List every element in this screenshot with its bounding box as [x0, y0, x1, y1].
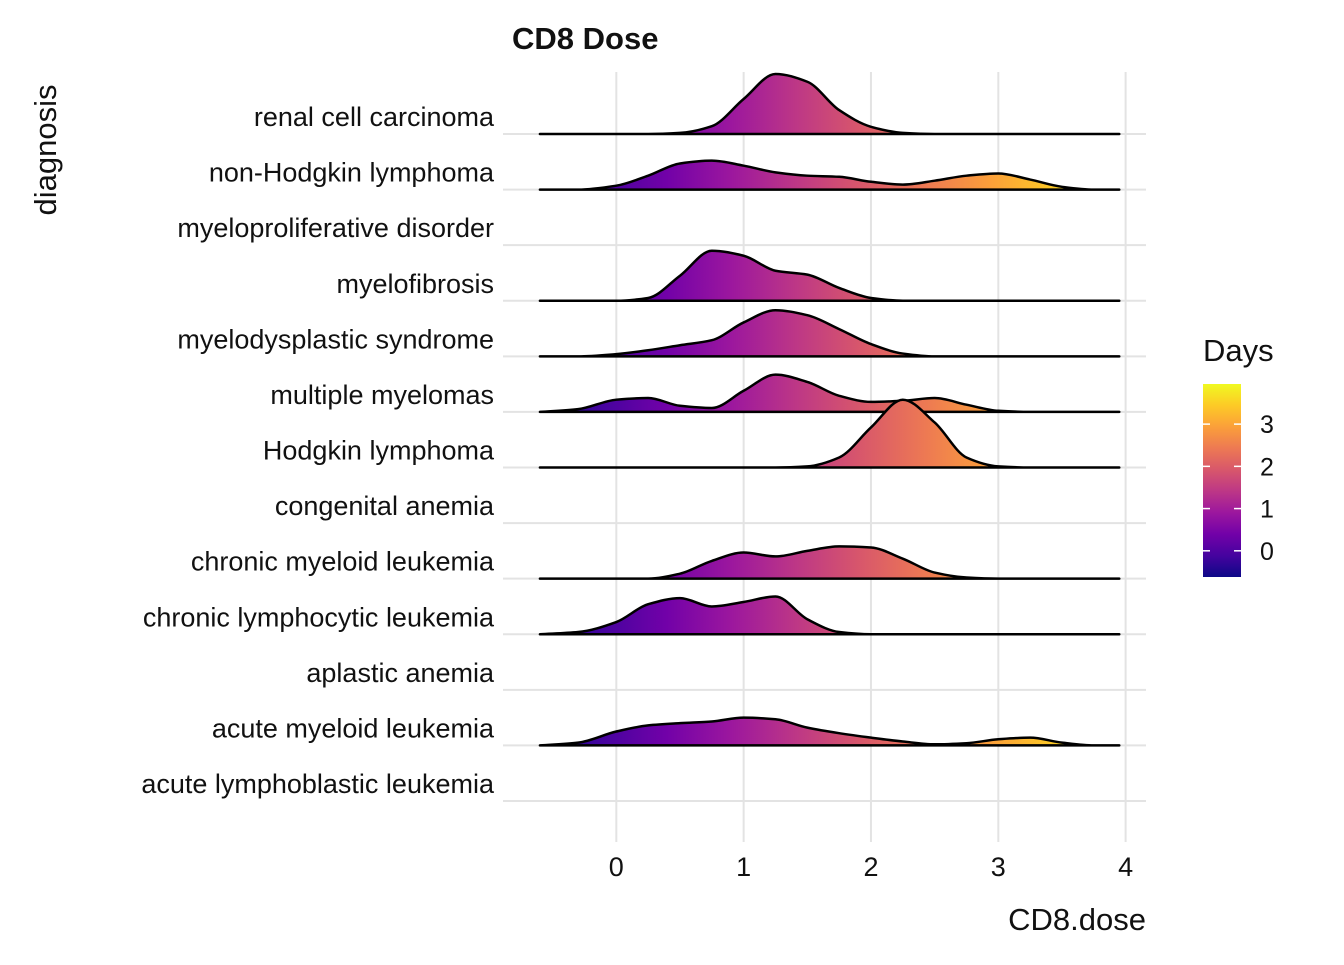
x-tick-label: 3 [991, 852, 1006, 882]
y-tick-label: non-Hodgkin lymphoma [209, 158, 495, 188]
y-tick-label: renal cell carcinoma [254, 102, 495, 132]
legend-title: Days [1203, 333, 1274, 368]
colorbar-tick-label: 3 [1260, 411, 1274, 439]
colorbar-tick-label: 0 [1260, 538, 1274, 566]
y-tick-label: aplastic anemia [306, 658, 495, 688]
ridge [538, 308, 1121, 358]
colorbar [1203, 384, 1241, 577]
ridge [538, 249, 1121, 302]
y-tick-label: multiple myelomas [270, 380, 494, 410]
y-tick-label: acute myeloid leukemia [212, 713, 495, 743]
x-axis-title: CD8.dose [1008, 902, 1146, 937]
x-tick-label: 2 [863, 852, 878, 882]
ridge [538, 373, 1121, 414]
y-axis-title: diagnosis [28, 85, 63, 216]
y-tick-label: acute lymphoblastic leukemia [141, 769, 495, 799]
y-tick-label: myelofibrosis [336, 269, 494, 299]
y-tick-label: myelodysplastic syndrome [177, 324, 494, 354]
ridge [538, 545, 1121, 580]
colorbar-tick-label: 1 [1260, 496, 1274, 524]
y-tick-label: chronic myeloid leukemia [191, 547, 495, 577]
x-tick-label: 4 [1118, 852, 1133, 882]
y-tick-label: Hodgkin lymphoma [263, 436, 495, 466]
ridge [538, 595, 1121, 636]
colorbar-tick-label: 2 [1260, 453, 1274, 481]
ridge [538, 159, 1121, 191]
chart-title: CD8 Dose [512, 21, 658, 56]
y-tick-label: chronic lymphocytic leukemia [143, 602, 495, 632]
x-tick-label: 1 [736, 852, 751, 882]
ridge [538, 716, 1121, 747]
ridge [538, 398, 1121, 469]
ridge [538, 72, 1121, 136]
y-tick-label: myeloproliferative disorder [177, 213, 494, 243]
y-tick-label: congenital anemia [275, 491, 495, 521]
x-tick-label: 0 [609, 852, 624, 882]
